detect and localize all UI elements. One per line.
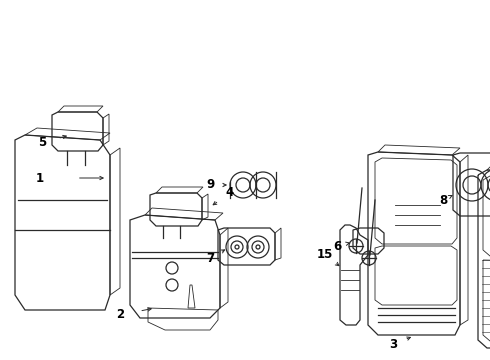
Text: 8: 8 [439, 194, 447, 207]
Text: 9: 9 [206, 179, 214, 192]
Text: 7: 7 [206, 252, 214, 265]
Text: 2: 2 [116, 309, 124, 321]
Text: 6: 6 [333, 239, 341, 252]
Text: 3: 3 [389, 338, 397, 351]
Text: 1: 1 [36, 171, 44, 184]
Text: 4: 4 [226, 186, 234, 199]
Text: 15: 15 [317, 248, 333, 261]
Text: 5: 5 [38, 136, 46, 149]
